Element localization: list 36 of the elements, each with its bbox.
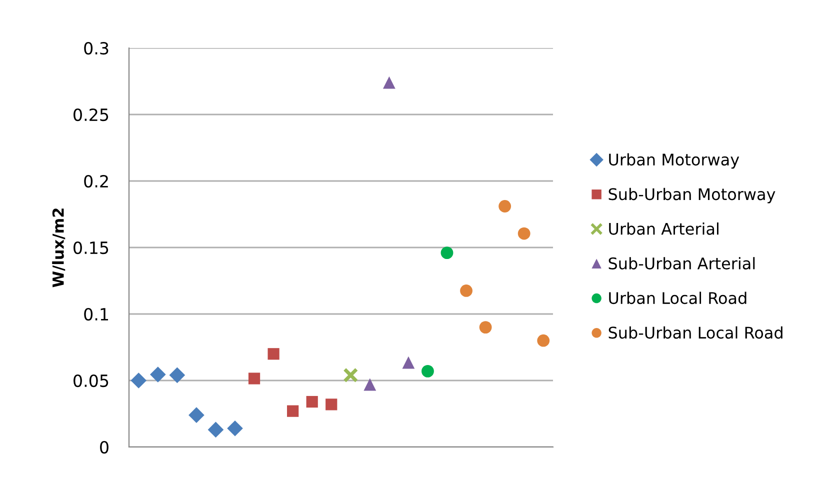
y-tick-label: 0.15 [74, 241, 108, 254]
legend-label: Urban Motorway [609, 153, 740, 169]
point [326, 398, 338, 410]
point [402, 356, 415, 369]
point [422, 364, 434, 378]
point [150, 366, 166, 382]
y-tick-label: 0.3 [84, 42, 108, 55]
point [382, 76, 396, 89]
legend-label: Urban Arterial [609, 222, 718, 235]
y-tick-label: 0.25 [74, 108, 108, 122]
point [440, 246, 454, 260]
point [169, 367, 186, 384]
point [188, 407, 204, 423]
point [498, 200, 512, 212]
y-tick-label: 0.1 [84, 308, 108, 321]
legend-label: Urban Local Road [609, 292, 746, 304]
legend-label: Sub-Urban Arterial [608, 257, 755, 270]
point [227, 420, 243, 436]
point [130, 372, 147, 388]
point [268, 348, 280, 360]
point [479, 321, 492, 334]
point [208, 422, 224, 438]
legend-label: Sub-Urban Local Road [608, 326, 782, 339]
legend-label: Sub-Urban Motorway [608, 188, 776, 204]
y-tick-label: 0 [100, 440, 108, 454]
point [287, 405, 299, 417]
point [306, 396, 318, 408]
y-axis-title: W/lux/m2 [52, 208, 66, 288]
point [518, 227, 530, 240]
point [343, 368, 358, 383]
y-tick-label: 0.05 [74, 374, 108, 388]
point [537, 334, 550, 347]
point [364, 378, 376, 391]
point [460, 284, 472, 297]
point [248, 372, 260, 384]
y-tick-label: 0.2 [84, 174, 108, 188]
